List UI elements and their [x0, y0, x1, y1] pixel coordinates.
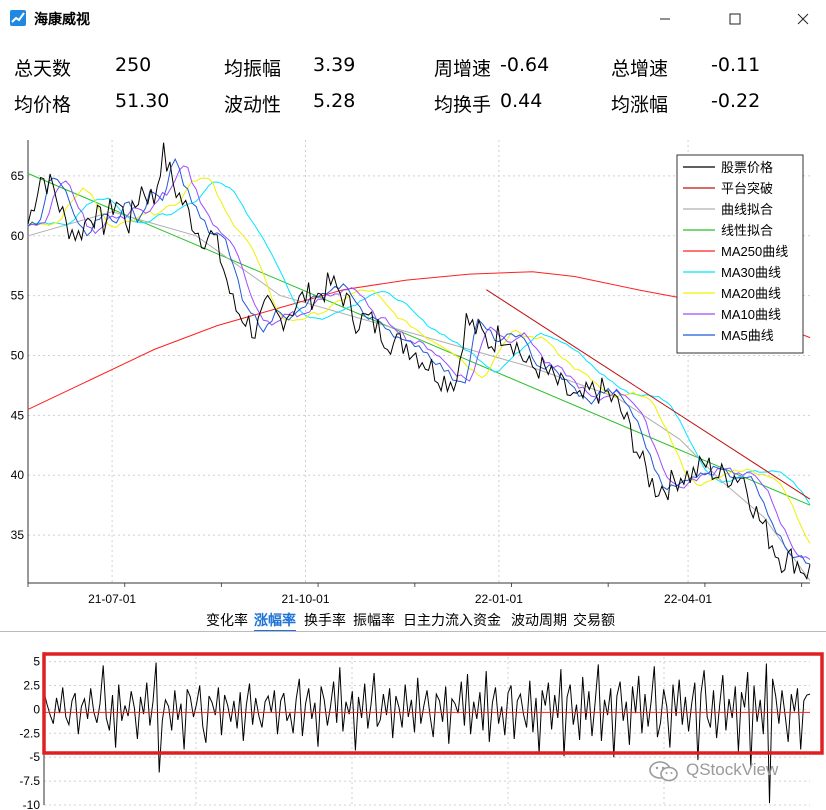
legend-label: 股票价格: [721, 160, 773, 175]
y-tick-label: 5: [33, 655, 40, 669]
y-tick-label: 35: [11, 528, 25, 542]
price-chart: 35 40 45 50 55 60 65 21-07-01 21-10-01 22-01-01 22…: [11, 140, 811, 606]
maximize-icon: [729, 13, 741, 25]
y-tick-label: 60: [11, 229, 25, 243]
stat-value-avg-change: -0.22: [711, 90, 761, 112]
y-tick-label: -7.5: [19, 774, 40, 788]
close-icon: [797, 13, 809, 25]
stat-label-total-days: 总天数: [14, 58, 72, 80]
stat-value-avg-amplitude: 3.39: [313, 54, 356, 76]
series-ma30: [27, 181, 811, 505]
legend-label: MA20曲线: [721, 286, 781, 301]
stat-label-avg-turnover: 均换手: [434, 94, 492, 116]
y-tick-label: -10: [23, 798, 41, 809]
tab-amplitude-rate[interactable]: 振幅率: [353, 613, 395, 629]
close-button[interactable]: [780, 0, 826, 38]
y-tick-label: 0: [33, 702, 40, 716]
x-tick-label: 21-07-01: [88, 592, 136, 606]
x-tick-label: 22-01-01: [475, 592, 523, 606]
stat-label-weekly-growth: 周增速: [434, 58, 492, 80]
tab-change-rate[interactable]: 变化率: [206, 613, 248, 629]
stat-label-avg-change: 均涨幅: [611, 94, 669, 116]
stat-label-avg-price: 均价格: [14, 94, 72, 116]
minimize-button[interactable]: [642, 0, 688, 38]
gain-rate-chart: 5 2.5 0 -2.5 -5 -7.5 -10: [19, 652, 824, 809]
stat-value-total-growth: -0.11: [711, 54, 761, 76]
series-platform-breakout: [486, 289, 811, 500]
series-linear-fit: [27, 173, 811, 506]
window-title: 海康威视: [34, 12, 90, 28]
maximize-button[interactable]: [712, 0, 758, 38]
indicator-tabs: 变化率 涨幅率 换手率 振幅率 日主力流入资金 波动周期 交易额: [0, 607, 826, 632]
stat-label-avg-amplitude: 均振幅: [224, 58, 282, 80]
y-tick-label: 50: [11, 349, 25, 363]
legend-label: MA30曲线: [721, 265, 781, 280]
series-gain-rate: [43, 662, 811, 804]
stat-value-avg-price: 51.30: [115, 90, 170, 112]
series-stock-price: [27, 142, 811, 581]
tab-volatility-cycle[interactable]: 波动周期: [511, 613, 567, 629]
tab-trade-amount[interactable]: 交易额: [573, 613, 615, 629]
x-tick-label: 22-04-01: [664, 592, 712, 606]
stats-panel: 总天数 250 均振幅 3.39 周增速 -0.64 总增速 -0.11 均价格…: [0, 46, 826, 126]
tab-gain-rate[interactable]: 涨幅率: [254, 610, 296, 632]
stat-label-volatility: 波动性: [224, 94, 282, 116]
stat-value-avg-turnover: 0.44: [500, 90, 543, 112]
watermark: QStockView: [686, 760, 779, 779]
y-tick-label: 2.5: [23, 678, 40, 692]
series-ma20: [27, 177, 811, 544]
x-tick-label: 21-10-01: [281, 592, 329, 606]
y-tick-label: 45: [11, 408, 25, 422]
y-tick-label: -2.5: [19, 726, 40, 740]
y-tick-label: 65: [11, 169, 25, 183]
stat-label-total-growth: 总增速: [611, 58, 669, 80]
minimize-icon: [660, 18, 670, 20]
legend-label: MA5曲线: [721, 328, 774, 343]
wechat-icon: [649, 761, 678, 782]
y-tick-label: 40: [11, 468, 25, 482]
legend-label: 线性拟合: [721, 223, 773, 238]
stat-value-volatility: 5.28: [313, 90, 356, 112]
legend-label: 曲线拟合: [721, 202, 773, 217]
stat-value-total-days: 250: [115, 54, 152, 76]
legend-label: 平台突破: [721, 181, 773, 196]
highlight-box: [42, 652, 824, 755]
series-ma10: [27, 165, 811, 560]
tab-turnover-rate[interactable]: 换手率: [304, 613, 346, 629]
y-tick-label: -5: [29, 750, 40, 764]
tab-main-capital-flow[interactable]: 日主力流入资金: [403, 613, 501, 629]
sub-chart-frame: [0, 631, 826, 810]
stat-value-weekly-growth: -0.64: [500, 54, 550, 76]
legend-label: MA10曲线: [721, 307, 781, 322]
legend-label: MA250曲线: [721, 244, 788, 259]
chart-trend-icon: [10, 10, 26, 26]
y-tick-label: 55: [11, 289, 25, 303]
title-bar: 海康威视: [0, 0, 826, 38]
